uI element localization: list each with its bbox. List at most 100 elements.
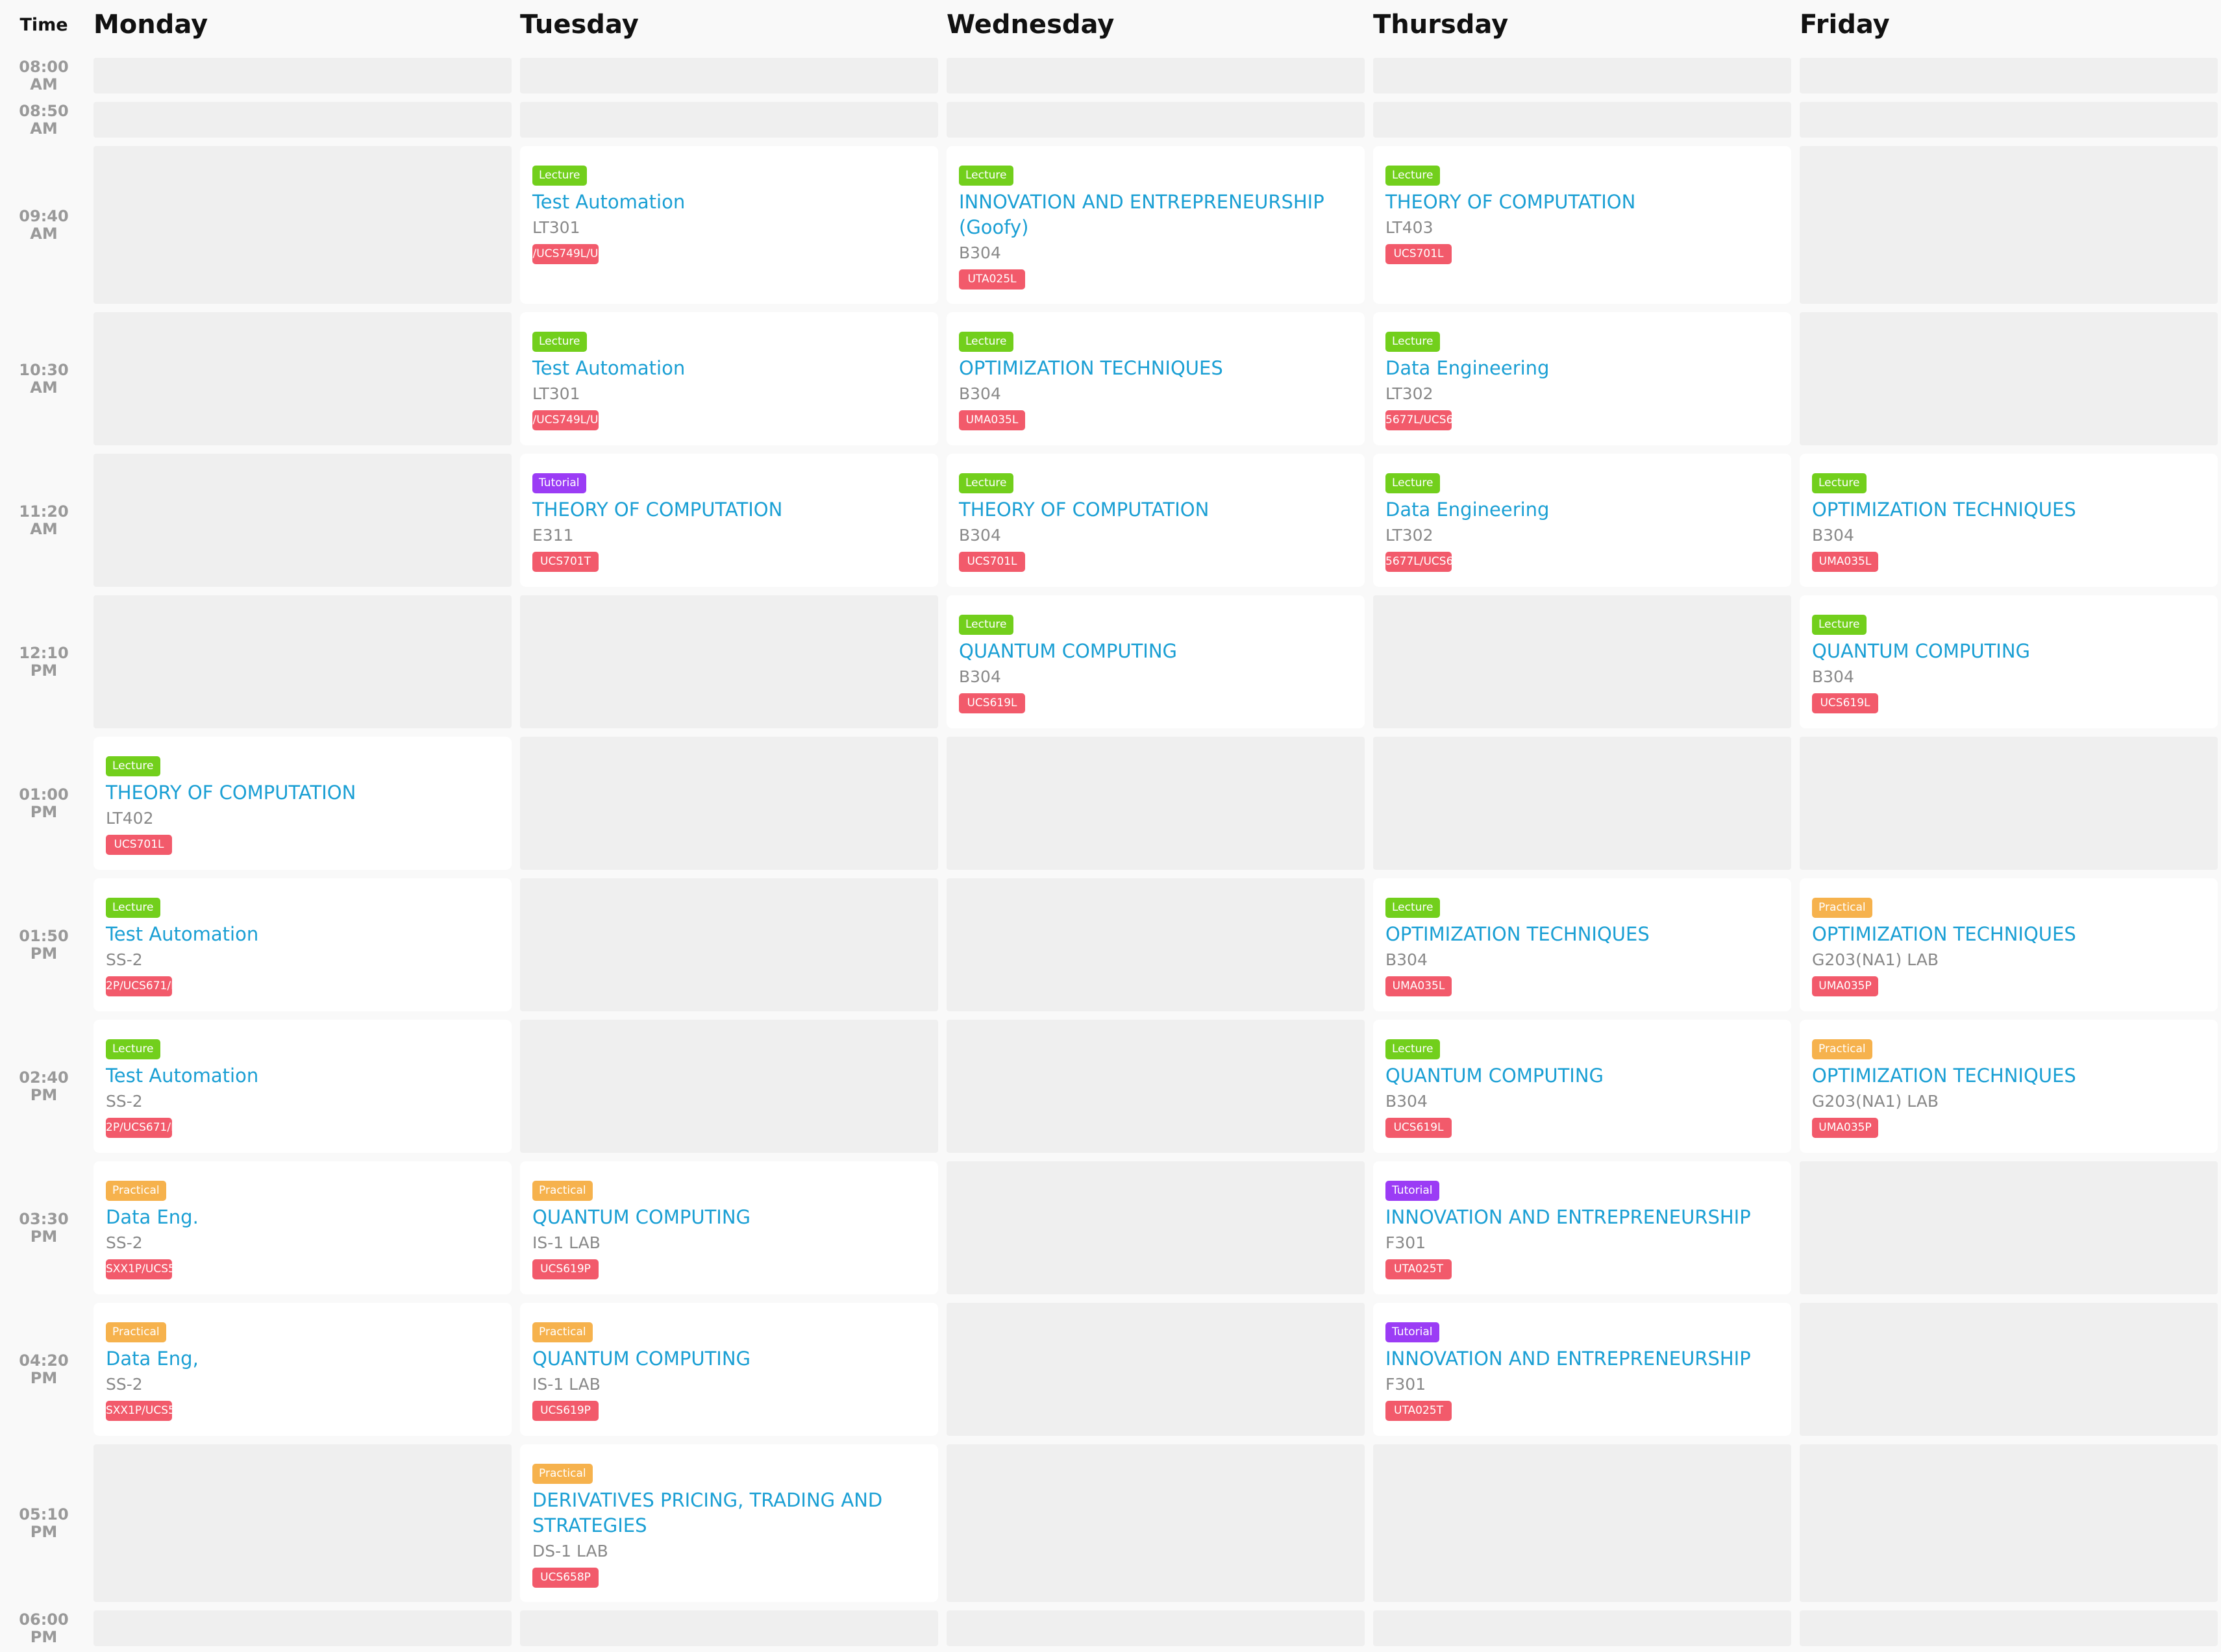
- course-code: 2P/UCS671/I: [106, 976, 172, 996]
- empty-slot: [93, 1444, 512, 1602]
- room: SS-2: [106, 1375, 143, 1394]
- course-code: 2P/UCS671/I: [106, 1118, 172, 1138]
- class-type-badge: Lecture: [106, 1039, 160, 1059]
- course-title: THEORY OF COMPUTATION: [106, 782, 356, 804]
- course-code: UCS619L: [1385, 1118, 1452, 1138]
- course-code: /UCS749L/U: [532, 244, 599, 264]
- class-type-badge: Practical: [532, 1464, 593, 1484]
- course-title: DERIVATIVES PRICING, TRADING AND STRATEG…: [532, 1489, 883, 1536]
- room: B304: [959, 526, 1001, 545]
- class-card: Lecture Data Engineering LT302 5677L/UCS6: [1373, 312, 1791, 445]
- empty-slot: [520, 102, 938, 138]
- empty-slot: [520, 1020, 938, 1153]
- course-title: THEORY OF COMPUTATION: [959, 499, 1210, 521]
- class-card: Lecture Test Automation LT301/UCS749L/U: [520, 312, 938, 445]
- class-type-badge: Lecture: [1385, 473, 1440, 493]
- class-type-badge: Lecture: [1385, 898, 1440, 918]
- course-code: UTA025T: [1385, 1401, 1452, 1421]
- class-card: Lecture THEORY OF COMPUTATION LT403 UCS701L: [1373, 146, 1791, 304]
- time-label: 08:00 AM: [19, 57, 69, 93]
- class-card: Lecture OPTIMIZATION TECHNIQUES B304 UMA035…: [1373, 878, 1791, 1011]
- class-type-badge: Lecture: [1812, 615, 1867, 635]
- empty-slot: [947, 1610, 1365, 1646]
- empty-slot: [947, 878, 1365, 1011]
- room: DS-1 LAB: [532, 1542, 608, 1560]
- class-card: Tutorial INNOVATION AND ENTREPRENEURSHIP F…: [1373, 1161, 1791, 1294]
- class-type-badge: Practical: [106, 1181, 166, 1201]
- class-card: Lecture OPTIMIZATION TECHNIQUES B304 UMA035…: [1800, 454, 2218, 587]
- empty-slot: [1800, 1610, 2218, 1646]
- empty-slot: [947, 1020, 1365, 1153]
- course-title: Test Automation: [532, 357, 686, 379]
- empty-slot: [947, 102, 1365, 138]
- course-title: QUANTUM COMPUTING: [1385, 1065, 1604, 1087]
- class-type-badge: Tutorial: [1385, 1322, 1439, 1342]
- room: B304: [1385, 1092, 1428, 1111]
- empty-slot: [93, 312, 512, 445]
- course-code: UCS701L: [1385, 244, 1452, 264]
- class-type-badge: Lecture: [959, 473, 1013, 493]
- time-header: Time: [19, 14, 68, 35]
- course-code: UCS701T: [532, 552, 599, 572]
- empty-slot: [93, 102, 512, 138]
- course-title: OPTIMIZATION TECHNIQUES: [1812, 1065, 2076, 1087]
- course-title: THEORY OF COMPUTATION: [532, 499, 783, 521]
- room: LT403: [1385, 218, 1433, 237]
- course-title: OPTIMIZATION TECHNIQUES: [1812, 499, 2076, 521]
- class-type-badge: Lecture: [959, 615, 1013, 635]
- class-type-badge: Lecture: [1385, 1039, 1440, 1059]
- time-label: 04:20 PM: [19, 1351, 69, 1387]
- day-header: Wednesday: [947, 10, 1115, 40]
- empty-slot: [1373, 1610, 1791, 1646]
- empty-slot: [1800, 146, 2218, 304]
- empty-slot: [520, 737, 938, 870]
- course-code: UCS619L: [1812, 693, 1878, 713]
- course-code: UTA025T: [1385, 1259, 1452, 1279]
- day-header: Friday: [1800, 10, 1890, 40]
- course-title: QUANTUM COMPUTING: [959, 640, 1178, 662]
- empty-slot: [1800, 1161, 2218, 1294]
- empty-slot: [1373, 102, 1791, 138]
- class-card: Practical OPTIMIZATION TECHNIQUES G203(NA1…: [1800, 1020, 2218, 1153]
- course-code: UCS658P: [532, 1568, 599, 1588]
- course-code: UMA035L: [1385, 976, 1452, 996]
- class-type-badge: Tutorial: [1385, 1181, 1439, 1201]
- course-title: OPTIMIZATION TECHNIQUES: [959, 357, 1223, 379]
- day-header: Tuesday: [520, 10, 639, 40]
- empty-slot: [520, 878, 938, 1011]
- course-code: UCS701L: [106, 835, 172, 855]
- room: B304: [959, 667, 1001, 686]
- empty-slot: [947, 737, 1365, 870]
- course-code: /UCS749L/U: [532, 410, 599, 430]
- class-type-badge: Practical: [1812, 898, 1872, 918]
- empty-slot: [93, 595, 512, 728]
- course-title: QUANTUM COMPUTING: [532, 1206, 751, 1228]
- room: G203(NA1) LAB: [1812, 1092, 1939, 1111]
- room: B304: [959, 384, 1001, 403]
- room: LT302: [1385, 526, 1433, 545]
- empty-slot: [1800, 1444, 2218, 1602]
- room: SS-2: [106, 950, 143, 969]
- time-label: 03:30 PM: [19, 1209, 69, 1246]
- empty-slot: [520, 1610, 938, 1646]
- course-title: INNOVATION AND ENTREPRENEURSHIP: [1385, 1206, 1751, 1228]
- room: IS-1 LAB: [532, 1375, 601, 1394]
- class-card: Lecture Test Automation SS-2 2P/UCS671/I: [93, 878, 512, 1011]
- class-type-badge: Tutorial: [532, 473, 586, 493]
- time-label: 02:40 PM: [19, 1068, 69, 1104]
- room: LT301: [532, 384, 580, 403]
- room: F301: [1385, 1375, 1426, 1394]
- day-header: Thursday: [1373, 10, 1509, 40]
- course-code: SXX1P/UCS5: [106, 1401, 172, 1421]
- course-title: Test Automation: [532, 191, 686, 213]
- class-type-badge: Practical: [106, 1322, 166, 1342]
- empty-slot: [1800, 1303, 2218, 1436]
- course-title: QUANTUM COMPUTING: [1812, 640, 2031, 662]
- class-card: Lecture QUANTUM COMPUTING B304 UCS619L: [1373, 1020, 1791, 1153]
- course-title: Test Automation: [106, 1065, 259, 1087]
- class-card: Lecture Test Automation SS-2 2P/UCS671/I: [93, 1020, 512, 1153]
- course-title: INNOVATION AND ENTREPRENEURSHIP: [1385, 1348, 1751, 1370]
- class-type-badge: Lecture: [1385, 166, 1440, 186]
- room: B304: [1812, 526, 1854, 545]
